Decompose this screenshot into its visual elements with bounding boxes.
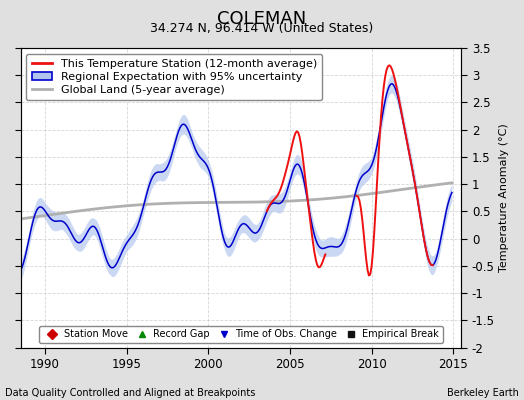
Text: COLEMAN: COLEMAN (217, 10, 307, 28)
Text: 34.274 N, 96.414 W (United States): 34.274 N, 96.414 W (United States) (150, 22, 374, 35)
Y-axis label: Temperature Anomaly (°C): Temperature Anomaly (°C) (499, 124, 509, 272)
Text: Data Quality Controlled and Aligned at Breakpoints: Data Quality Controlled and Aligned at B… (5, 388, 256, 398)
Legend: Station Move, Record Gap, Time of Obs. Change, Empirical Break: Station Move, Record Gap, Time of Obs. C… (39, 326, 443, 343)
Text: Berkeley Earth: Berkeley Earth (447, 388, 519, 398)
